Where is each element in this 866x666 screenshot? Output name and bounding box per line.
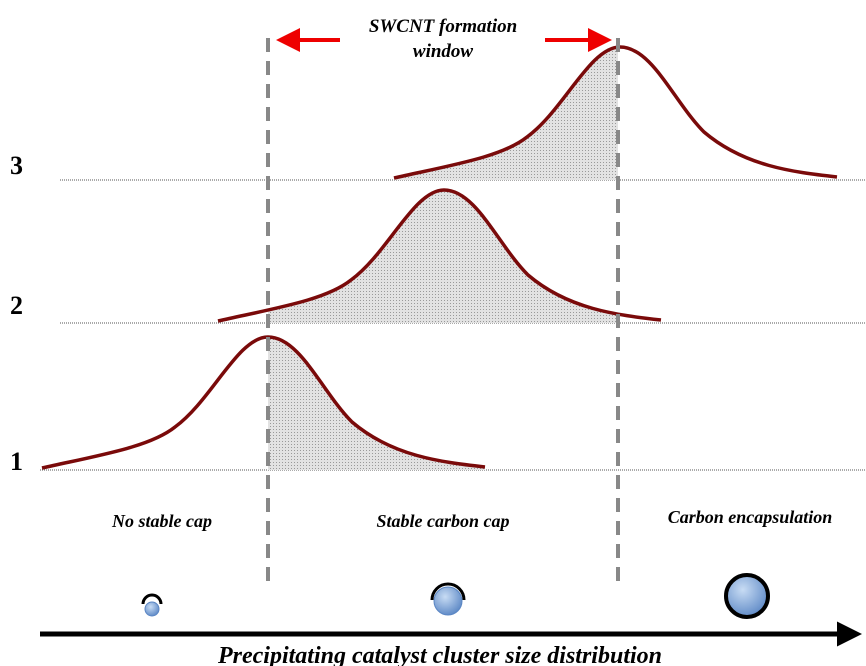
cluster-icons bbox=[143, 575, 768, 617]
curve bbox=[42, 337, 485, 468]
window-label: SWCNT formation bbox=[369, 16, 517, 37]
window-label: window bbox=[413, 41, 474, 62]
row-number: 3 bbox=[10, 151, 23, 180]
row-number: 2 bbox=[10, 291, 23, 320]
shaded-area bbox=[218, 190, 661, 323]
shaded-area bbox=[42, 337, 485, 470]
region-label: No stable cap bbox=[111, 511, 212, 531]
diagram: SWCNT formation window 1 2 3 No stable c… bbox=[0, 0, 866, 666]
region-label: Carbon encapsulation bbox=[668, 507, 833, 527]
distribution-curves bbox=[42, 47, 837, 470]
region-label: Stable carbon cap bbox=[377, 511, 510, 531]
row-number: 1 bbox=[10, 447, 23, 476]
shaded-area bbox=[394, 47, 837, 180]
axis-label: Precipitating catalyst cluster size dist… bbox=[217, 643, 662, 666]
